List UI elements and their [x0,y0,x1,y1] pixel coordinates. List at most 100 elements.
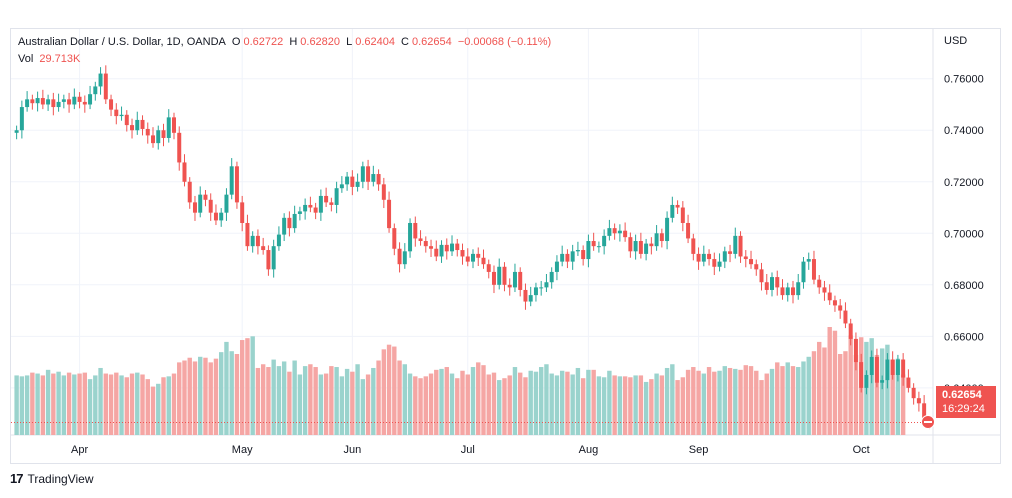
volume-bar [596,376,602,435]
volume-bar [77,373,82,435]
volume-bar [124,377,129,435]
candle-body [507,284,512,288]
candle-body [848,323,853,339]
volume-bar [355,364,360,435]
y-tick-label: 0.74000 [944,125,984,137]
candle-body [560,253,565,262]
candle-body [339,184,344,189]
volume-bar [376,360,381,435]
symbol-legend: Australian Dollar / U.S. Dollar, 1D, OAN… [18,36,554,48]
symbol-name: Australian Dollar / U.S. Dollar, 1D, OAN… [18,36,226,48]
volume-bar [738,369,743,435]
candle-body [51,99,56,108]
candle-body [838,305,843,311]
volume-bar [837,354,843,435]
candle-body [806,259,811,262]
volume-bar [61,375,67,435]
candle-body [271,246,276,270]
volume-bar [790,366,796,435]
candle-body [224,194,229,213]
volume-bar [591,369,596,435]
candle-body [287,217,292,229]
volume-bar [848,335,853,435]
volume-bar [381,349,387,435]
x-tick-label: Sep [689,444,709,456]
volume-bar [318,374,324,435]
volume-bar [297,374,303,435]
candle-body [785,287,790,296]
candle-body [827,292,832,301]
bar-countdown: 16:29:24 [942,403,985,415]
candle-body [675,204,680,208]
volume-bar [182,360,187,435]
volume-bar [418,378,423,435]
candle-body [722,251,727,262]
candle-body [119,114,124,117]
volume-bar [570,374,575,435]
candle-body [82,101,87,105]
candle-body [334,188,339,205]
volume-bar [434,369,439,435]
volume-bar [334,367,339,435]
candle-body [135,119,140,131]
candle-body [192,202,197,213]
volume-bar [801,361,806,435]
volume-bar [119,375,124,435]
candle-body [717,261,722,267]
candle-body [743,256,748,260]
volume-bar [51,373,56,435]
candle-body [665,217,670,242]
volume-bar [675,380,680,435]
candle-body [109,99,114,110]
volume-bar [817,341,822,435]
candle-body [885,359,890,381]
candle-body [843,310,848,324]
volume-bar [796,367,801,435]
volume-bar [764,373,769,435]
candle-body [187,181,192,203]
brand-name: TradingView [27,471,94,486]
candle-body [549,271,554,283]
chart-frame [10,28,1001,464]
volume-bar [638,375,644,435]
volume-bar [413,376,418,435]
volume-bar [198,356,203,435]
candle-body [874,356,879,383]
candle-body [801,261,806,283]
volume-bar [512,367,518,435]
x-tick-label: May [232,444,253,456]
candle-body [392,228,397,249]
volume-bar [271,359,276,435]
candle-body [481,257,486,265]
volume-bar [129,373,135,435]
candle-body [72,96,77,105]
volume-bar [769,368,775,435]
volume-bar [659,375,665,435]
volume-bar [313,367,318,435]
volume-bar [82,372,88,435]
volume-bar [98,367,103,435]
y-tick-label: 0.70000 [944,228,984,240]
candle-body [355,181,360,187]
candle-body [151,135,156,144]
candle-body [895,359,900,375]
volume-bar [853,354,859,435]
volume-bar [554,375,560,435]
candle-body [35,98,40,104]
candle-body [901,359,906,378]
vol-value: 29.713K [39,53,81,65]
vol-label: Vol [18,53,34,65]
candle-body [172,117,176,133]
candle-body [523,289,528,302]
candle-body [770,277,774,290]
candle-body [733,235,738,254]
volume-bar [339,376,345,435]
volume-bar [806,356,811,435]
volume-bar [612,375,617,435]
candle-body [145,128,150,136]
candle-body [261,246,266,251]
candle-body [255,235,260,247]
volume-bar [722,366,727,435]
candle-body [67,99,72,105]
